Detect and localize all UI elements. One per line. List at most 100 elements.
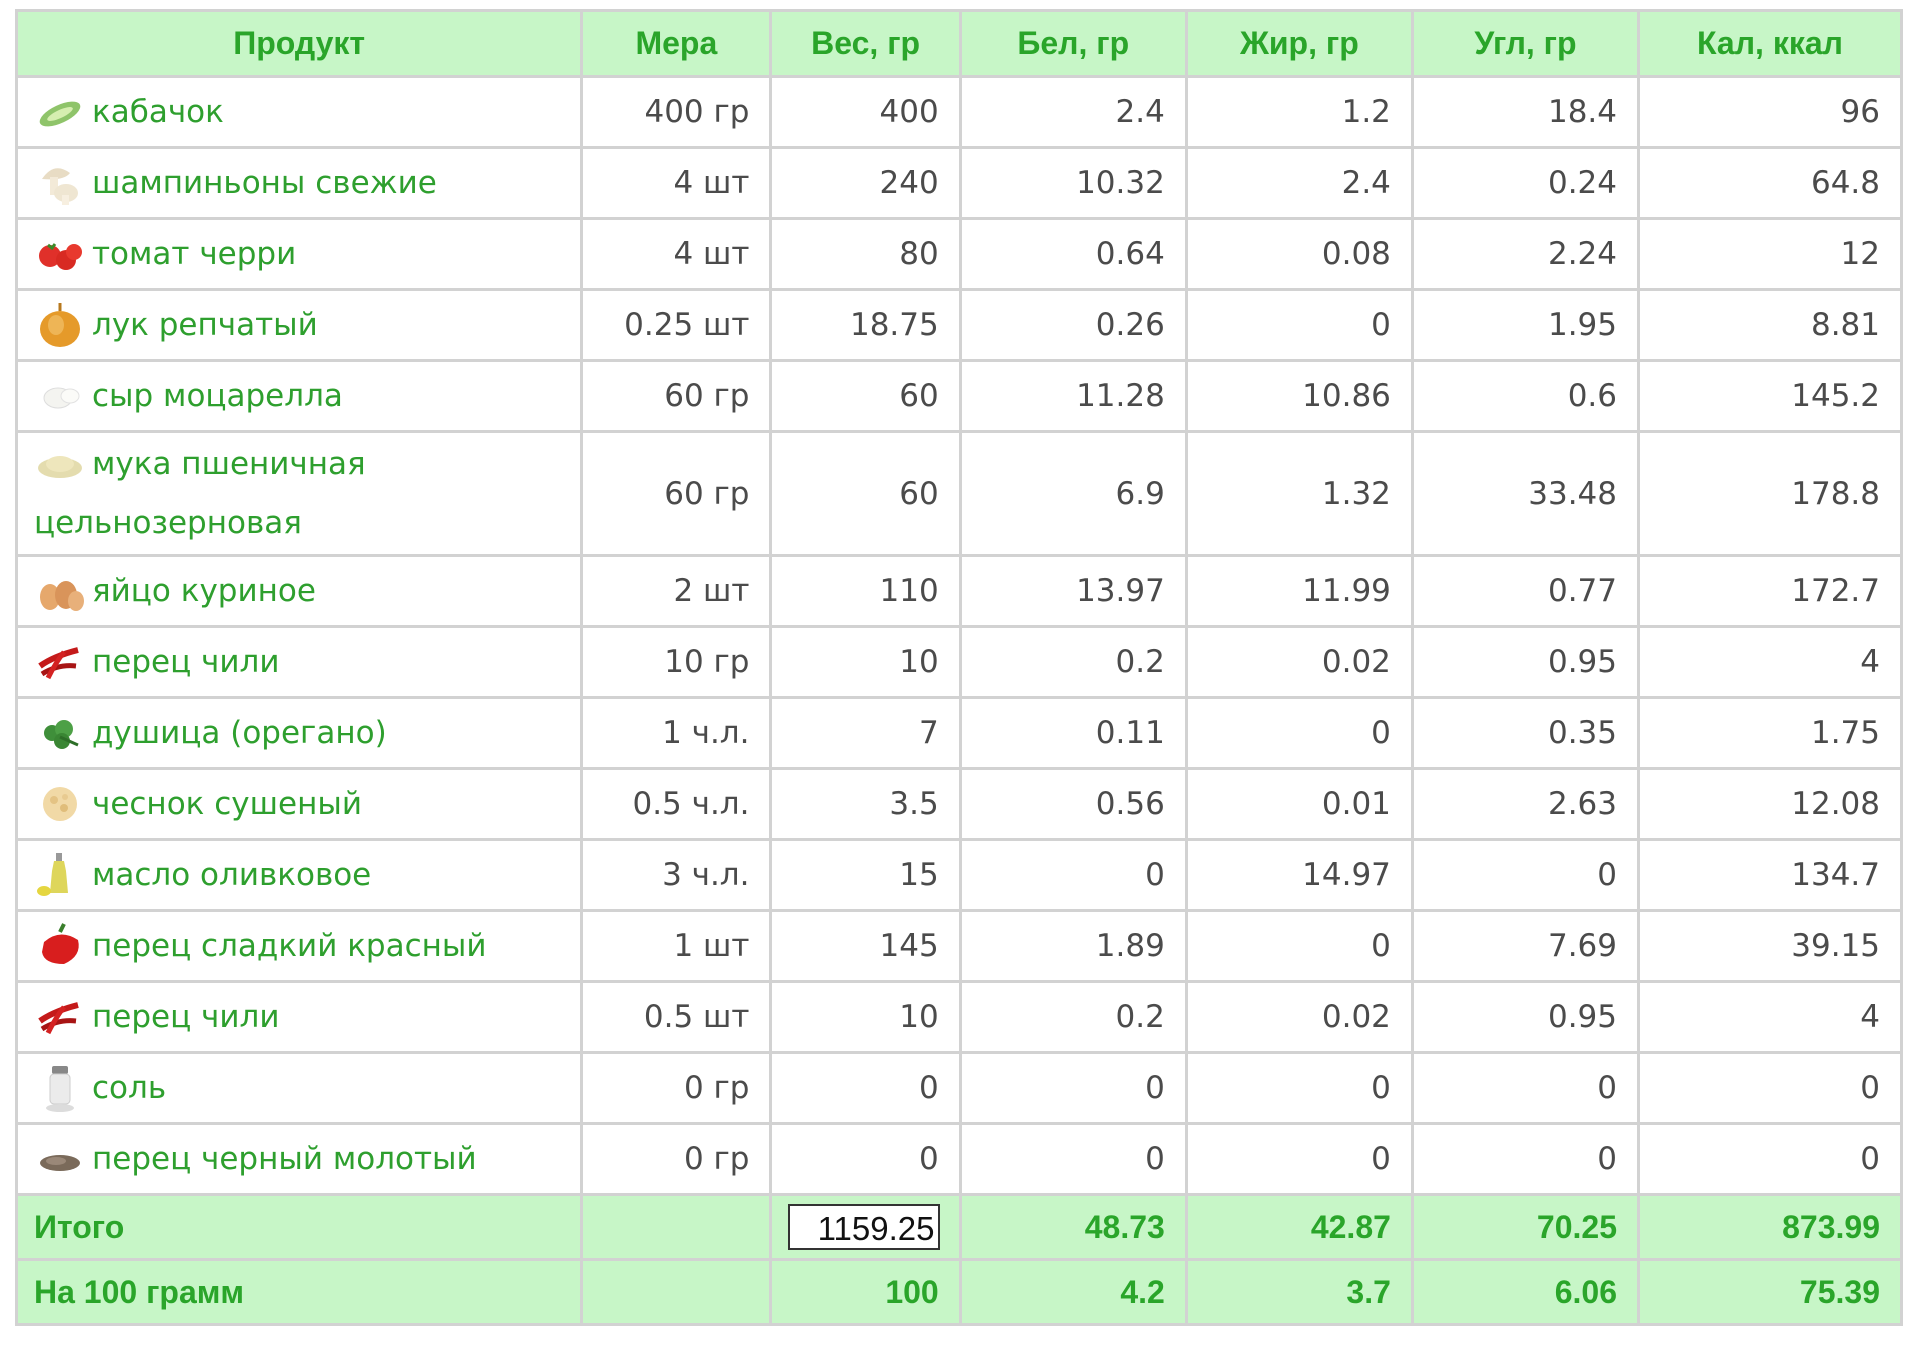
header-weight: Вес, гр — [769, 9, 962, 78]
weight-cell: 0 — [769, 1122, 962, 1196]
product-name[interactable]: лук репчатый — [92, 306, 318, 343]
product-name[interactable]: перец чили — [92, 643, 280, 680]
product-cell: перец чили — [14, 980, 584, 1054]
per100-kcal: 75.39 — [1637, 1258, 1903, 1326]
header-protein: Бел, гр — [958, 9, 1188, 78]
product-name[interactable]: мука пшеничная цельнозерновая — [34, 445, 366, 541]
kcal-cell: 134.7 — [1637, 838, 1903, 912]
carbs-cell: 18.4 — [1410, 75, 1641, 149]
carbs-cell: 2.24 — [1410, 217, 1641, 291]
header-measure: Мера — [580, 9, 773, 78]
carbs-cell: 0.95 — [1410, 980, 1641, 1054]
protein-cell: 0.2 — [958, 980, 1188, 1054]
fat-cell: 11.99 — [1184, 554, 1414, 628]
product-name[interactable]: перец сладкий красный — [92, 927, 487, 964]
carbs-cell: 2.63 — [1410, 767, 1641, 841]
kcal-cell: 1.75 — [1637, 696, 1903, 770]
weight-cell: 60 — [769, 430, 962, 557]
total-weight-input[interactable]: 1159.25 — [788, 1204, 941, 1250]
chili-pepper-icon — [34, 991, 86, 1043]
product-link[interactable]: душица (орегано) — [34, 714, 387, 751]
fat-cell: 0 — [1184, 1122, 1414, 1196]
measure-cell: 4 шт — [580, 217, 773, 291]
product-link[interactable]: лук репчатый — [34, 303, 318, 347]
product-link[interactable]: масло оливковое — [34, 853, 372, 896]
product-link[interactable]: перец чили — [34, 998, 280, 1035]
weight-cell: 18.75 — [769, 288, 962, 362]
kcal-cell: 96 — [1637, 75, 1903, 149]
fat-cell: 14.97 — [1184, 838, 1414, 912]
per100-fat: 3.7 — [1184, 1258, 1414, 1326]
fat-cell: 2.4 — [1184, 146, 1414, 220]
header-product: Продукт — [14, 9, 584, 78]
measure-cell: 4 шт — [580, 146, 773, 220]
salt-icon — [34, 1062, 86, 1114]
total-protein: 48.73 — [958, 1193, 1188, 1261]
protein-cell: 11.28 — [958, 359, 1188, 433]
product-name[interactable]: шампиньоны свежие — [92, 164, 437, 201]
product-name[interactable]: перец чили — [92, 998, 280, 1035]
table-row: яйцо куриное 2 шт 110 13.97 11.99 0.77 172.7 — [14, 554, 1903, 628]
fat-cell: 10.86 — [1184, 359, 1414, 433]
product-link[interactable]: перец чили — [34, 643, 280, 680]
table-row: перец чили 0.5 шт 10 0.2 0.02 0.95 4 — [14, 980, 1903, 1054]
product-link[interactable]: чеснок сушеный — [34, 785, 362, 822]
product-cell: перец чили — [14, 625, 584, 699]
product-cell: соль — [14, 1051, 584, 1125]
measure-cell: 0.5 шт — [580, 980, 773, 1054]
chili-pepper-icon — [34, 636, 86, 688]
carbs-cell: 7.69 — [1410, 909, 1641, 983]
total-measure — [580, 1193, 773, 1261]
weight-cell: 0 — [769, 1051, 962, 1125]
product-link[interactable]: яйцо куриное — [34, 572, 316, 611]
product-name[interactable]: яйцо куриное — [92, 572, 316, 609]
product-name[interactable]: кабачок — [92, 93, 224, 130]
oregano-icon — [34, 707, 86, 759]
egg-icon — [34, 565, 86, 617]
table-row: соль 0 гр 0 0 0 0 0 — [14, 1051, 1903, 1125]
carbs-cell: 0.6 — [1410, 359, 1641, 433]
product-link[interactable]: мука пшеничная цельнозерновая — [34, 445, 366, 541]
carbs-cell: 0 — [1410, 1122, 1641, 1196]
product-name[interactable]: масло оливковое — [92, 856, 372, 893]
fat-cell: 0 — [1184, 288, 1414, 362]
kcal-cell: 64.8 — [1637, 146, 1903, 220]
black-pepper-icon — [34, 1133, 86, 1185]
fat-cell: 0.02 — [1184, 625, 1414, 699]
product-name[interactable]: сыр моцарелла — [92, 377, 343, 414]
product-link[interactable]: соль — [34, 1066, 167, 1112]
product-link[interactable]: томат черри — [34, 235, 297, 272]
header-fat: Жир, гр — [1184, 9, 1414, 78]
per100-label: На 100 грамм — [14, 1258, 584, 1326]
total-row: Итого 1159.25 48.73 42.87 70.25 873.99 — [14, 1193, 1903, 1261]
carbs-cell: 1.95 — [1410, 288, 1641, 362]
product-link[interactable]: перец черный молотый — [34, 1140, 477, 1177]
product-link[interactable]: кабачок — [34, 93, 224, 130]
table-row: перец черный молотый 0 гр 0 0 0 0 0 — [14, 1122, 1903, 1196]
product-link[interactable]: сыр моцарелла — [34, 377, 343, 414]
kcal-cell: 0 — [1637, 1122, 1903, 1196]
carbs-cell: 0.77 — [1410, 554, 1641, 628]
product-cell: кабачок — [14, 75, 584, 149]
weight-cell: 110 — [769, 554, 962, 628]
measure-cell: 1 ч.л. — [580, 696, 773, 770]
table-row: чеснок сушеный 0.5 ч.л. 3.5 0.56 0.01 2.63 12.… — [14, 767, 1903, 841]
total-weight-cell: 1159.25 — [769, 1193, 962, 1261]
product-name[interactable]: душица (орегано) — [92, 714, 387, 751]
product-link[interactable]: шампиньоны свежие — [34, 164, 437, 205]
product-name[interactable]: томат черри — [92, 235, 297, 272]
product-name[interactable]: перец черный молотый — [92, 1140, 477, 1177]
product-link[interactable]: перец сладкий красный — [34, 923, 487, 964]
onion-icon — [34, 299, 86, 351]
protein-cell: 0 — [958, 838, 1188, 912]
kcal-cell: 12.08 — [1637, 767, 1903, 841]
weight-cell: 3.5 — [769, 767, 962, 841]
product-name[interactable]: соль — [92, 1069, 167, 1106]
per100-carbs: 6.06 — [1410, 1258, 1641, 1326]
measure-cell: 0 гр — [580, 1122, 773, 1196]
kcal-cell: 39.15 — [1637, 909, 1903, 983]
per100-measure — [580, 1258, 773, 1326]
carbs-cell: 0.24 — [1410, 146, 1641, 220]
product-cell: томат черри — [14, 217, 584, 291]
product-name[interactable]: чеснок сушеный — [92, 785, 362, 822]
